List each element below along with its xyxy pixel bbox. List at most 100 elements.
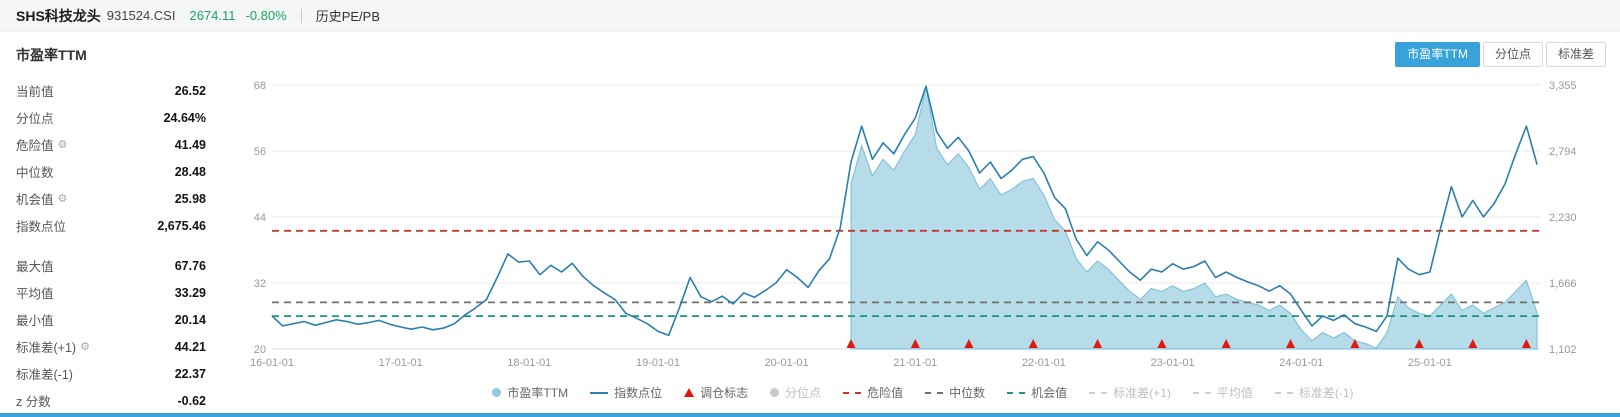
svg-text:1,102: 1,102 xyxy=(1549,344,1577,356)
header-divider xyxy=(300,8,302,23)
legend-line-icon xyxy=(590,391,609,394)
stat-row: 中位数 28.48 xyxy=(16,158,234,185)
svg-text:68: 68 xyxy=(254,80,266,92)
gear-icon[interactable]: ⚙ xyxy=(80,341,90,353)
svg-text:18-01-01: 18-01-01 xyxy=(507,357,551,369)
header-bar: SHS科技龙头 931524.CSI 2674.11 -0.80% 历史PE/P… xyxy=(0,0,1620,32)
section-title: 市盈率TTM xyxy=(16,46,87,63)
svg-text:24-01-01: 24-01-01 xyxy=(1279,357,1323,369)
stat-value: 20.14 xyxy=(174,312,206,327)
legend-item[interactable]: 标准差(-1) xyxy=(1274,384,1354,401)
legend-item[interactable]: 市盈率TTM xyxy=(492,384,568,401)
svg-text:16-01-01: 16-01-01 xyxy=(250,357,294,369)
chart-area: 20 1,102 32 1,666 44 2,230 56 2,794 68 3,355 16-01… xyxy=(234,71,1612,414)
legend-dash-icon xyxy=(1274,391,1293,394)
svg-text:20: 20 xyxy=(254,344,266,356)
svg-text:32: 32 xyxy=(254,278,266,290)
stat-value: 44.21 xyxy=(174,339,206,354)
legend-triangle-icon xyxy=(684,388,695,397)
legend-label: 机会值 xyxy=(1031,386,1068,400)
stat-label: 中位数 xyxy=(16,162,54,181)
stat-label-text: 平均值 xyxy=(16,287,54,301)
stat-label-text: 机会值 xyxy=(16,193,54,207)
metric-button-2[interactable]: 标准差 xyxy=(1545,42,1606,67)
stat-value: 26.52 xyxy=(174,83,206,98)
index-code: 931524.CSI xyxy=(106,8,176,23)
stat-label: 分位点 xyxy=(16,108,54,127)
stat-value: 67.76 xyxy=(174,258,206,273)
legend-dot-icon xyxy=(492,388,502,397)
metric-button-1[interactable]: 分位点 xyxy=(1482,42,1543,67)
stat-label-text: 最大值 xyxy=(16,260,54,274)
stat-label: 指数点位 xyxy=(16,216,66,235)
stat-row: z 分数 -0.62 xyxy=(16,387,234,414)
stat-value: -0.62 xyxy=(177,393,207,408)
legend-label: 标准差(-1) xyxy=(1298,386,1354,400)
legend-label: 中位数 xyxy=(949,386,986,400)
legend-label: 市盈率TTM xyxy=(507,386,569,400)
svg-text:2,794: 2,794 xyxy=(1549,146,1577,158)
pe-ttm-chart[interactable]: 20 1,102 32 1,666 44 2,230 56 2,794 68 3,355 16-01… xyxy=(234,71,1599,377)
legend-item[interactable]: 指数点位 xyxy=(590,384,662,401)
stat-label: 最小值 xyxy=(16,310,54,329)
stat-label: 标准差(-1) xyxy=(16,364,73,383)
stat-label-text: 当前值 xyxy=(16,85,54,99)
svg-text:22-01-01: 22-01-01 xyxy=(1022,357,1066,369)
stat-row: 危险值 ⚙ 41.49 xyxy=(16,131,234,158)
legend-item[interactable]: 标准差(+1) xyxy=(1089,384,1171,401)
gear-icon[interactable]: ⚙ xyxy=(57,193,68,205)
legend-item[interactable]: 平均值 xyxy=(1192,384,1253,401)
stats-panel: 当前值 26.52 分位点 24.64% 危险值 ⚙ 41.49 中位数 28.48 机会值 ⚙ 25… xyxy=(16,71,234,414)
stats-group-divider xyxy=(16,239,234,252)
svg-text:2,230: 2,230 xyxy=(1549,212,1577,224)
main-area: 当前值 26.52 分位点 24.64% 危险值 ⚙ 41.49 中位数 28.48 机会值 ⚙ 25… xyxy=(0,69,1620,414)
legend-dot-icon xyxy=(770,388,780,397)
legend-dash-icon xyxy=(925,391,944,394)
stat-label: 标准差(+1) ⚙ xyxy=(16,337,90,356)
stat-row: 平均值 33.29 xyxy=(16,279,234,306)
legend-label: 危险值 xyxy=(867,386,904,400)
history-pepb-link[interactable]: 历史PE/PB xyxy=(315,9,380,24)
legend-dash-icon xyxy=(1089,391,1108,394)
gear-icon[interactable]: ⚙ xyxy=(57,139,68,151)
svg-text:19-01-01: 19-01-01 xyxy=(636,357,680,369)
svg-text:1,666: 1,666 xyxy=(1549,278,1577,290)
legend-label: 标准差(+1) xyxy=(1113,386,1171,400)
metric-switcher: 市盈率TTM 分位点 标准差 xyxy=(1395,42,1606,67)
index-change: -0.80% xyxy=(245,8,287,23)
legend-item[interactable]: 调仓标志 xyxy=(684,384,748,401)
stat-label: 当前值 xyxy=(16,81,54,100)
legend-item[interactable]: 危险值 xyxy=(843,384,903,401)
svg-text:23-01-01: 23-01-01 xyxy=(1151,357,1195,369)
svg-text:3,355: 3,355 xyxy=(1549,80,1577,92)
legend-item[interactable]: 机会值 xyxy=(1007,384,1067,401)
stat-value: 22.37 xyxy=(174,366,206,381)
index-title: SHS科技龙头 xyxy=(16,7,101,24)
stat-row: 机会值 ⚙ 25.98 xyxy=(16,185,234,212)
chart-legend: 市盈率TTM 指数点位 调仓标志 分位点 危险值 中位数 机会值 标准差(+1) 平均值 标准差(… xyxy=(234,384,1612,401)
stat-value: 2,675.46 xyxy=(157,218,206,233)
stat-value: 41.49 xyxy=(174,137,206,152)
legend-item[interactable]: 中位数 xyxy=(925,384,985,401)
stat-label-text: z 分数 xyxy=(16,395,51,409)
stat-row: 当前值 26.52 xyxy=(16,77,234,104)
stat-row: 最大值 67.76 xyxy=(16,252,234,279)
stat-label-text: 指数点位 xyxy=(16,220,67,234)
stat-row: 标准差(+1) ⚙ 44.21 xyxy=(16,333,234,360)
content-head: 市盈率TTM 市盈率TTM 分位点 标准差 xyxy=(0,32,1620,69)
stat-value: 25.98 xyxy=(174,191,206,206)
svg-text:56: 56 xyxy=(254,146,266,158)
legend-label: 指数点位 xyxy=(614,386,663,400)
svg-text:21-01-01: 21-01-01 xyxy=(893,357,937,369)
stat-label: 平均值 xyxy=(16,283,54,302)
svg-text:17-01-01: 17-01-01 xyxy=(379,357,423,369)
legend-item[interactable]: 分位点 xyxy=(770,384,821,401)
stat-label-text: 标准差(+1) xyxy=(16,341,77,355)
legend-dash-icon xyxy=(843,391,862,394)
stat-row: 标准差(-1) 22.37 xyxy=(16,360,234,387)
stat-label: 最大值 xyxy=(16,256,54,275)
index-price: 2674.11 xyxy=(189,8,236,23)
metric-button-0[interactable]: 市盈率TTM xyxy=(1395,42,1480,67)
stat-label-text: 最小值 xyxy=(16,314,54,328)
stat-value: 28.48 xyxy=(174,164,206,179)
